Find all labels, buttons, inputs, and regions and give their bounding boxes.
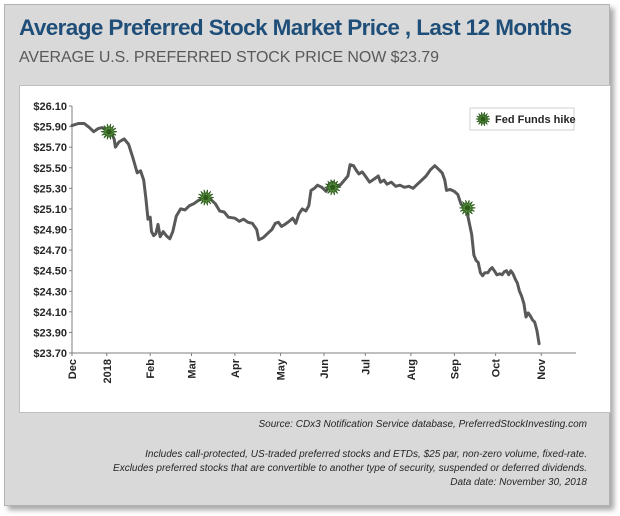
x-tick-label: Dec bbox=[67, 359, 79, 379]
x-tick-label: 2018 bbox=[102, 359, 114, 383]
x-tick-label: Jun bbox=[319, 359, 331, 379]
x-tick-label: Oct bbox=[491, 359, 503, 378]
y-tick-label: $24.70 bbox=[33, 245, 67, 257]
price-line-chart: $26.10 $25.90 $25.70 $25.50 $25.30 $25.10 $24.… bbox=[33, 101, 576, 383]
fed-hike-marker bbox=[324, 179, 341, 196]
legend-label: Fed Funds hike bbox=[495, 114, 576, 126]
chart-frame: Average Preferred Stock Market Price , L… bbox=[4, 4, 611, 506]
x-tick-label: Feb bbox=[145, 359, 157, 379]
legend-marker-icon bbox=[475, 112, 491, 126]
price-series-line bbox=[70, 122, 541, 346]
x-tick-label: Nov bbox=[536, 358, 548, 380]
y-tick-label: $23.70 bbox=[33, 348, 67, 360]
y-tick-label: $25.90 bbox=[33, 122, 67, 134]
x-tick-label: Jul bbox=[360, 359, 372, 375]
y-tick-label: $25.30 bbox=[33, 183, 67, 195]
y-tick-label: $25.70 bbox=[33, 142, 67, 154]
x-tick-label: Sep bbox=[449, 359, 461, 379]
page-title: Average Preferred Stock Market Price , L… bbox=[19, 15, 572, 40]
inclusion-note: Includes call-protected, US-traded prefe… bbox=[145, 449, 587, 460]
y-tick-label: $24.50 bbox=[33, 266, 67, 278]
fed-hike-marker bbox=[100, 123, 117, 140]
plot-panel: $26.10 $25.90 $25.70 $25.50 $25.30 $25.10 $24.… bbox=[19, 85, 611, 413]
y-tick-label: $24.30 bbox=[33, 286, 67, 298]
source-note: Source: CDx3 Notification Service databa… bbox=[258, 419, 588, 430]
fed-hike-marker bbox=[459, 199, 476, 216]
x-tick-label: Mar bbox=[186, 358, 198, 378]
legend-box bbox=[469, 107, 575, 131]
y-tick-label: $24.90 bbox=[33, 225, 67, 237]
x-tick-label: Aug bbox=[406, 359, 418, 380]
y-tick-label: $26.10 bbox=[33, 101, 67, 113]
fed-hike-marker bbox=[197, 189, 214, 206]
page-subtitle: AVERAGE U.S. PREFERRED STOCK PRICE NOW $… bbox=[19, 49, 439, 66]
y-tick-label: $25.50 bbox=[33, 163, 67, 175]
y-tick-label: $24.10 bbox=[33, 307, 67, 319]
y-tick-label: $23.90 bbox=[33, 327, 67, 339]
x-tick-label: May bbox=[276, 358, 288, 380]
exclusion-note: Excludes preferred stocks that are conve… bbox=[113, 463, 587, 474]
data-date-note: Data date: November 30, 2018 bbox=[450, 477, 587, 488]
x-tick-label: Apr bbox=[230, 358, 242, 378]
y-tick-label: $25.10 bbox=[33, 204, 67, 216]
